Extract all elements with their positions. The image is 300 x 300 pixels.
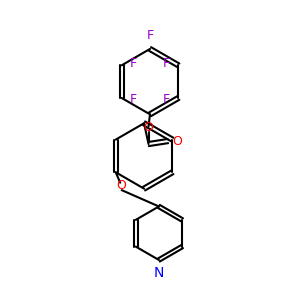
Text: F: F <box>163 57 170 70</box>
Text: F: F <box>130 57 137 70</box>
Text: F: F <box>163 93 170 106</box>
Text: O: O <box>117 179 127 192</box>
Text: O: O <box>172 135 182 148</box>
Text: F: F <box>130 93 137 106</box>
Text: N: N <box>154 266 164 280</box>
Text: O: O <box>144 121 154 134</box>
Text: F: F <box>146 28 154 41</box>
